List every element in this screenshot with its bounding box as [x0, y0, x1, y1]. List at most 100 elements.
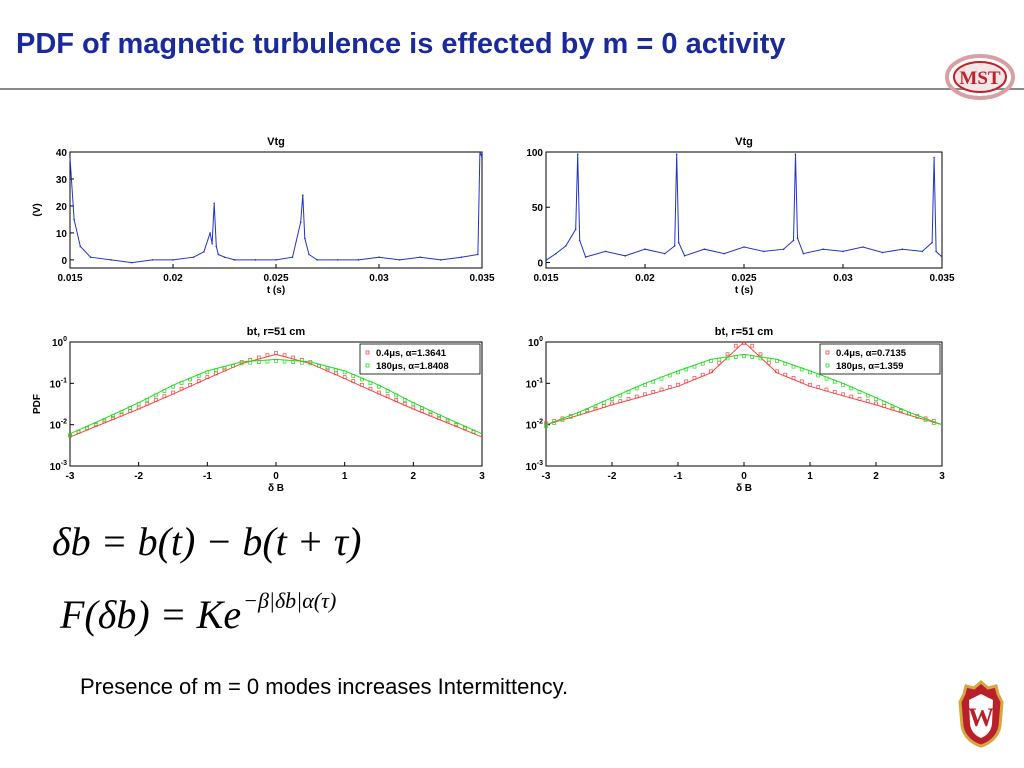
title-divider	[0, 88, 1024, 90]
pdf-right-xtick-label: 3	[939, 471, 945, 482]
pdf-left-series-0-point	[256, 355, 261, 360]
pdf-left-ytick-label: 10-2	[50, 419, 67, 432]
mst-logo: MST	[945, 54, 1015, 100]
pdf-left-xtick-label: -3	[66, 471, 75, 482]
pdf-right-series-1-point	[568, 414, 573, 419]
pdf-left-series-0-point	[351, 379, 356, 383]
vtg-left-xlabel: t (s)	[267, 285, 285, 296]
pdf-left-legend-marker-0	[365, 350, 370, 355]
pdf-left-title: bt, r=51 cm	[247, 326, 306, 338]
vtg-right-trace-point	[794, 153, 797, 156]
pdf-right-series-0-point	[676, 382, 680, 387]
vtg-left-trace-point	[357, 259, 360, 261]
pdf-right-series-1-point	[560, 418, 565, 422]
pdf-right-series-1-point	[931, 421, 936, 425]
vtg-left-trace-point	[299, 221, 302, 223]
pdf-left-series-1-point	[308, 361, 313, 366]
vtg-left-xtick-label: 0.02	[163, 273, 183, 284]
pdf-left-series-0-point	[282, 353, 287, 358]
pdf-right-series-0-point	[634, 394, 639, 399]
vtg-right-xtick-label: 0.015	[533, 273, 558, 284]
vtg-right-ytick-label: 0	[537, 258, 543, 269]
pdf-right-legend-box	[819, 343, 941, 375]
pdf-left-series-0-point	[402, 401, 407, 406]
vtg-right-trace-point	[604, 250, 607, 253]
pdf-right-series-0-point	[709, 369, 713, 374]
pdf-right-series-1-point	[643, 382, 647, 387]
pdf-right-series-0-point	[890, 406, 895, 411]
vtg-left-trace-point	[203, 251, 205, 253]
vtg-left-trace-point	[275, 259, 277, 261]
pdf-right-legend-marker-1	[825, 363, 830, 368]
pdf-left-series-0-point	[179, 386, 184, 391]
vtg-left-plot-frame	[69, 151, 483, 269]
pdf-left-series-1-point	[85, 425, 90, 430]
vtg-left-trace-point	[304, 237, 306, 240]
pdf-left-xtick-label: 0	[273, 471, 279, 482]
pdf-right-series-1-point	[601, 400, 606, 405]
vtg-left-trace-point	[192, 256, 195, 259]
pdf-left-series-0-point	[385, 394, 390, 399]
pdf-right-xtick-label: 0	[741, 471, 747, 482]
pdf-right-xtick-label: -3	[542, 471, 551, 482]
vtg-left-trace-point	[479, 151, 481, 153]
pdf-right-series-0-point	[626, 397, 631, 401]
pdf-left-series-0-point	[368, 386, 373, 391]
pdf-right-series-0-point	[610, 401, 614, 406]
pdf-left-series-1-point	[145, 397, 150, 402]
vtg-left-trace-point	[477, 253, 479, 256]
vtg-right-trace-point	[555, 252, 557, 255]
pdf-right-xtick-label: 1	[807, 471, 813, 482]
vtg-left-ytick-label: 0	[61, 256, 67, 267]
vtg-right-trace-point	[565, 245, 567, 247]
pdf-right-series-0-point	[667, 385, 672, 389]
pdf-right-series-0-point	[593, 406, 598, 411]
pdf-right-series-0-point	[725, 352, 730, 357]
pdf-right-series-1-point	[874, 397, 878, 402]
delta-b-equation: δb = b(t) − b(t + τ)	[52, 519, 362, 564]
pdf-right-series-1-point	[717, 357, 722, 362]
pdf-right-series-0-point	[659, 387, 664, 392]
pdf-right-series-1-point	[882, 400, 887, 405]
pdf-right-series-1-point	[593, 404, 598, 409]
pdf-left-series-0-point	[196, 379, 201, 383]
vtg-left-trace-point	[419, 256, 422, 259]
pdf-right-series-1-point	[742, 354, 746, 358]
vtg-left-ylabel: (V)	[32, 203, 43, 216]
pdf-left-series-0-point	[359, 382, 364, 387]
pdf-left-series-1-point	[420, 406, 424, 411]
pdf-right-series-0-point	[874, 401, 878, 406]
vtg-left-xtick-label: 0.03	[369, 273, 389, 284]
vtg-right-ytick-label: 50	[532, 203, 544, 214]
pdf-left-xtick-label: 3	[479, 471, 485, 482]
pdf-right-series-1-point	[676, 370, 680, 375]
pdf-left-series-0-point	[291, 355, 296, 360]
pdf-right-series-1-point	[808, 370, 812, 375]
pdf-right-series-1-point	[832, 379, 837, 384]
pdf-left-series-1-point	[76, 429, 81, 434]
pdf-left-series-1-point	[231, 363, 235, 368]
pdf-left-series-1-point	[282, 359, 287, 364]
vtg-right-trace-point	[802, 252, 805, 255]
pdf-right-series-1-point	[577, 411, 581, 416]
pdf-left-series-1-point	[171, 384, 175, 389]
pdf-left-series-1-point	[68, 433, 72, 438]
pdf-right-series-1-point	[552, 421, 557, 425]
pdf-left-series-0-point	[274, 351, 278, 355]
pdf-left-series-1-point	[437, 414, 441, 418]
pdf-right-series-1-point	[890, 404, 895, 409]
pdf-right-ytick-label: 10-2	[526, 419, 543, 432]
vtg-left-ytick-label: 10	[56, 229, 68, 240]
vtg-right-xtick-label: 0.03	[833, 273, 853, 284]
pdf-left-series-1-point	[119, 410, 124, 415]
pdf-left-series-1-point	[205, 370, 210, 375]
pdf-left-series-1-point	[342, 370, 347, 375]
pdf-right-series-0-point	[700, 372, 705, 377]
pdf-left-series-1-point	[299, 360, 304, 365]
vtg-left-trace-point	[316, 259, 319, 261]
vtg-right-trace-point	[782, 248, 785, 251]
vtg-left-trace-point	[131, 261, 133, 264]
pdf-right-series-1-point	[651, 379, 656, 384]
pdf-right-ytick-label: 10-1	[526, 377, 543, 390]
vtg-left-trace-line	[69, 151, 483, 264]
